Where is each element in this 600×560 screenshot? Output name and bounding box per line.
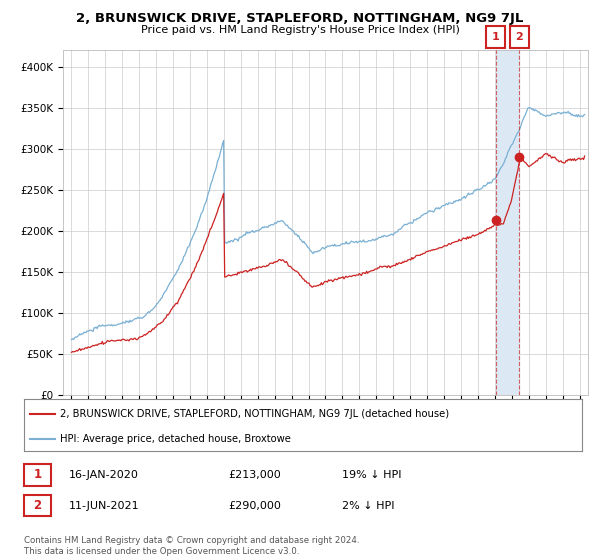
Text: £290,000: £290,000: [228, 501, 281, 511]
Text: 19% ↓ HPI: 19% ↓ HPI: [342, 470, 401, 480]
Text: Contains HM Land Registry data © Crown copyright and database right 2024.
This d: Contains HM Land Registry data © Crown c…: [24, 536, 359, 556]
Text: 2, BRUNSWICK DRIVE, STAPLEFORD, NOTTINGHAM, NG9 7JL (detached house): 2, BRUNSWICK DRIVE, STAPLEFORD, NOTTINGH…: [60, 409, 449, 419]
Text: 1: 1: [491, 32, 499, 42]
Text: 1: 1: [34, 468, 41, 482]
Text: 2: 2: [515, 32, 523, 42]
Text: Price paid vs. HM Land Registry's House Price Index (HPI): Price paid vs. HM Land Registry's House …: [140, 25, 460, 35]
Text: 2, BRUNSWICK DRIVE, STAPLEFORD, NOTTINGHAM, NG9 7JL: 2, BRUNSWICK DRIVE, STAPLEFORD, NOTTINGH…: [76, 12, 524, 25]
Text: 2: 2: [34, 499, 41, 512]
Bar: [496, 50, 519, 395]
Text: 16-JAN-2020: 16-JAN-2020: [69, 470, 139, 480]
Text: 2% ↓ HPI: 2% ↓ HPI: [342, 501, 395, 511]
Text: HPI: Average price, detached house, Broxtowe: HPI: Average price, detached house, Brox…: [60, 435, 291, 445]
Text: £213,000: £213,000: [228, 470, 281, 480]
Text: 11-JUN-2021: 11-JUN-2021: [69, 501, 140, 511]
